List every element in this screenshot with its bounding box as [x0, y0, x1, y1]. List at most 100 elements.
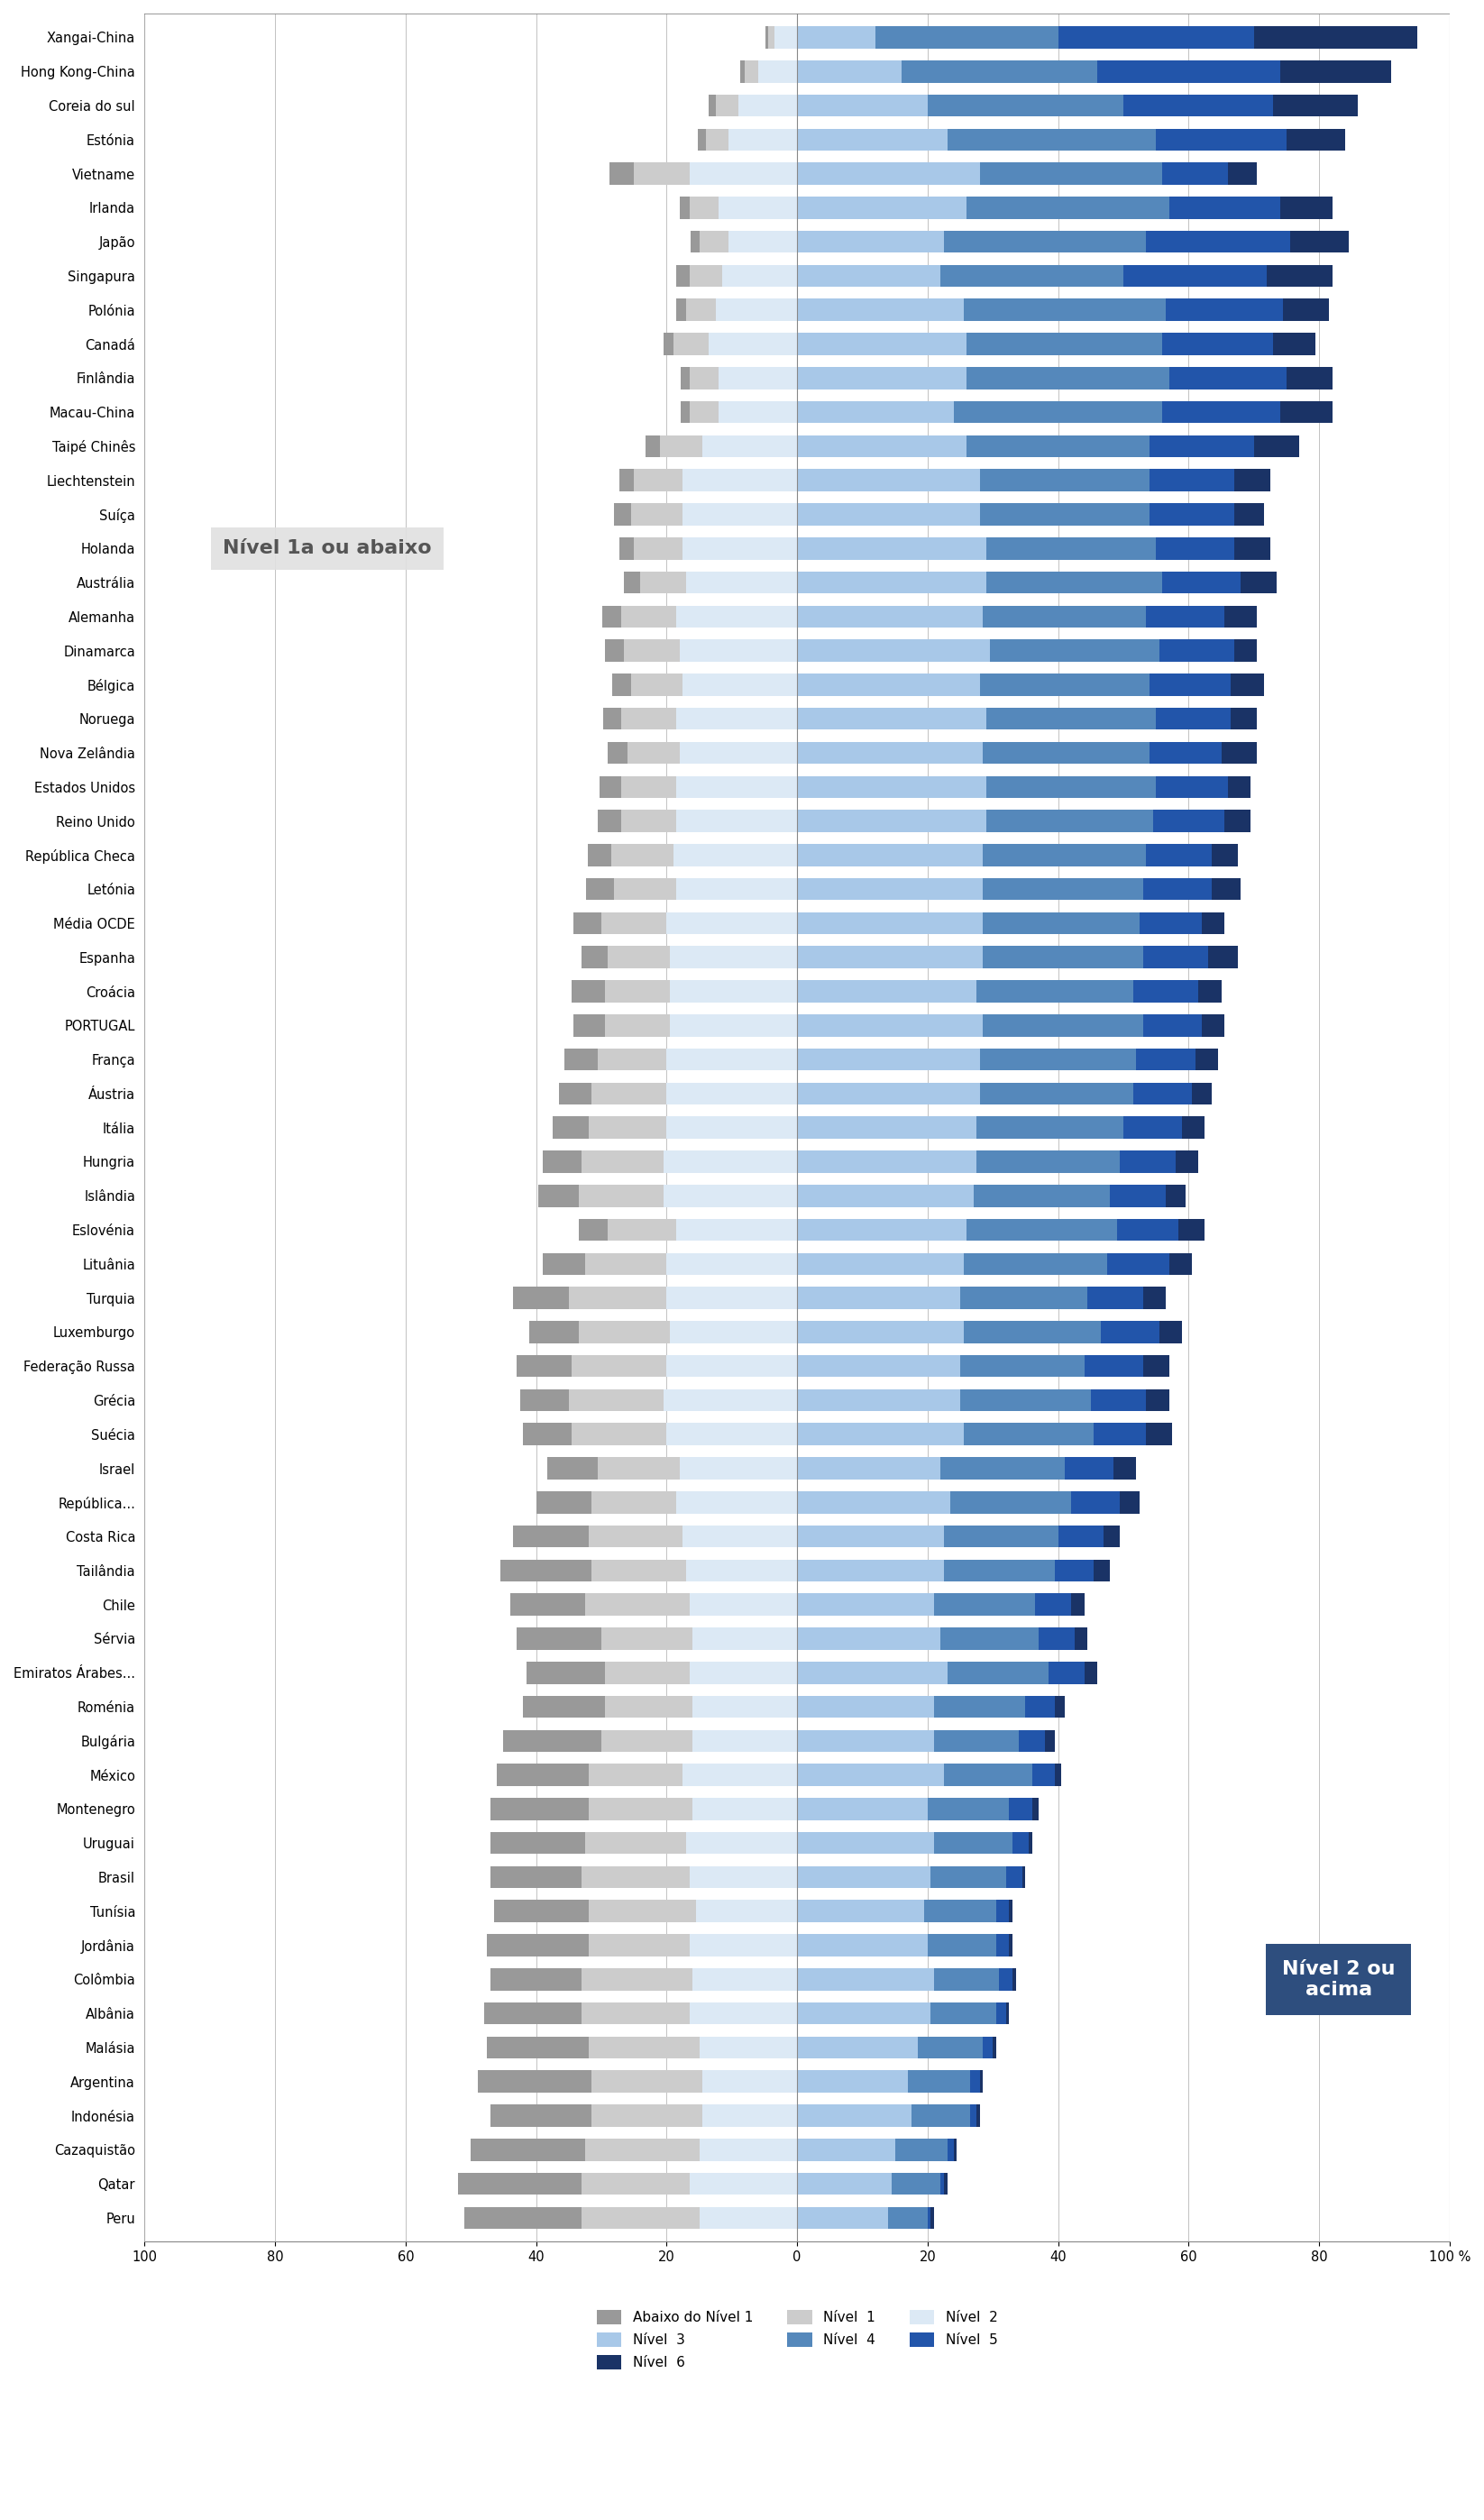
Bar: [620, 809, 677, 832]
Bar: [669, 980, 797, 1003]
Bar: [1055, 1696, 1064, 1719]
Bar: [928, 93, 1123, 116]
Bar: [592, 1084, 666, 1104]
Bar: [1183, 1116, 1205, 1139]
Bar: [690, 265, 723, 287]
Bar: [1150, 469, 1235, 491]
Bar: [797, 232, 944, 252]
Bar: [677, 877, 797, 900]
Bar: [1143, 945, 1208, 968]
Bar: [582, 1152, 663, 1172]
Bar: [582, 1968, 693, 1991]
Bar: [982, 844, 1146, 867]
Bar: [987, 572, 1162, 595]
Bar: [1085, 1661, 1097, 1683]
Bar: [999, 1968, 1012, 1991]
Bar: [944, 1764, 1031, 1787]
Bar: [702, 2071, 797, 2092]
Bar: [797, 980, 976, 1003]
Bar: [677, 605, 797, 627]
Bar: [954, 2139, 957, 2160]
Bar: [490, 1968, 582, 1991]
Bar: [1211, 844, 1238, 867]
Bar: [944, 2172, 947, 2195]
Bar: [775, 25, 797, 48]
Bar: [1074, 1628, 1088, 1651]
Bar: [1208, 945, 1238, 968]
Bar: [941, 265, 1123, 287]
Bar: [1085, 1356, 1143, 1376]
Bar: [1150, 436, 1254, 456]
Bar: [487, 2036, 588, 2059]
Bar: [513, 1525, 588, 1547]
Bar: [1134, 1084, 1192, 1104]
Bar: [1202, 912, 1224, 935]
Bar: [797, 504, 979, 527]
Bar: [666, 1116, 797, 1139]
Bar: [797, 1288, 960, 1308]
Bar: [634, 537, 683, 559]
Bar: [680, 1457, 797, 1479]
Bar: [723, 265, 797, 287]
Bar: [1071, 1593, 1085, 1615]
Bar: [1169, 197, 1279, 219]
Bar: [690, 197, 718, 219]
Bar: [797, 1525, 944, 1547]
Bar: [693, 1729, 797, 1751]
Bar: [601, 1729, 693, 1751]
Bar: [697, 129, 706, 151]
Bar: [930, 1867, 1006, 1887]
Bar: [996, 1900, 1009, 1923]
Bar: [1036, 1593, 1071, 1615]
Bar: [619, 537, 634, 559]
Bar: [669, 945, 797, 968]
Bar: [625, 640, 680, 663]
Bar: [954, 401, 1162, 423]
Bar: [592, 1492, 677, 1515]
Bar: [797, 129, 947, 151]
Bar: [579, 1220, 608, 1240]
Bar: [588, 844, 611, 867]
Bar: [1166, 300, 1284, 320]
Bar: [976, 980, 1134, 1003]
Bar: [947, 129, 1156, 151]
Bar: [548, 1457, 598, 1479]
Bar: [797, 1048, 979, 1071]
Bar: [1241, 572, 1276, 595]
Bar: [797, 2036, 917, 2059]
Bar: [1287, 368, 1333, 388]
Bar: [928, 1797, 1009, 1819]
Bar: [963, 1252, 1107, 1275]
Bar: [797, 673, 979, 696]
Bar: [797, 1900, 925, 1923]
Bar: [588, 1797, 693, 1819]
Bar: [944, 232, 1146, 252]
Bar: [683, 673, 797, 696]
Bar: [666, 912, 797, 935]
Bar: [683, 469, 797, 491]
Bar: [604, 1696, 693, 1719]
Bar: [960, 1288, 1088, 1308]
Bar: [933, 1729, 1020, 1751]
Bar: [1045, 1729, 1055, 1751]
Bar: [1235, 640, 1257, 663]
Bar: [797, 1593, 933, 1615]
Bar: [1025, 1696, 1055, 1719]
Bar: [1143, 1356, 1169, 1376]
Bar: [686, 1832, 797, 1855]
Bar: [718, 197, 797, 219]
Bar: [693, 1628, 797, 1651]
Bar: [797, 1356, 960, 1376]
Bar: [663, 1389, 797, 1411]
Bar: [1227, 164, 1257, 184]
Bar: [797, 741, 982, 764]
Bar: [1232, 708, 1257, 731]
Bar: [601, 912, 666, 935]
Bar: [510, 1593, 585, 1615]
Bar: [966, 368, 1169, 388]
Bar: [603, 605, 620, 627]
Bar: [1143, 1288, 1166, 1308]
Bar: [1012, 1968, 1015, 1991]
Bar: [490, 1797, 588, 1819]
Bar: [797, 1184, 974, 1207]
